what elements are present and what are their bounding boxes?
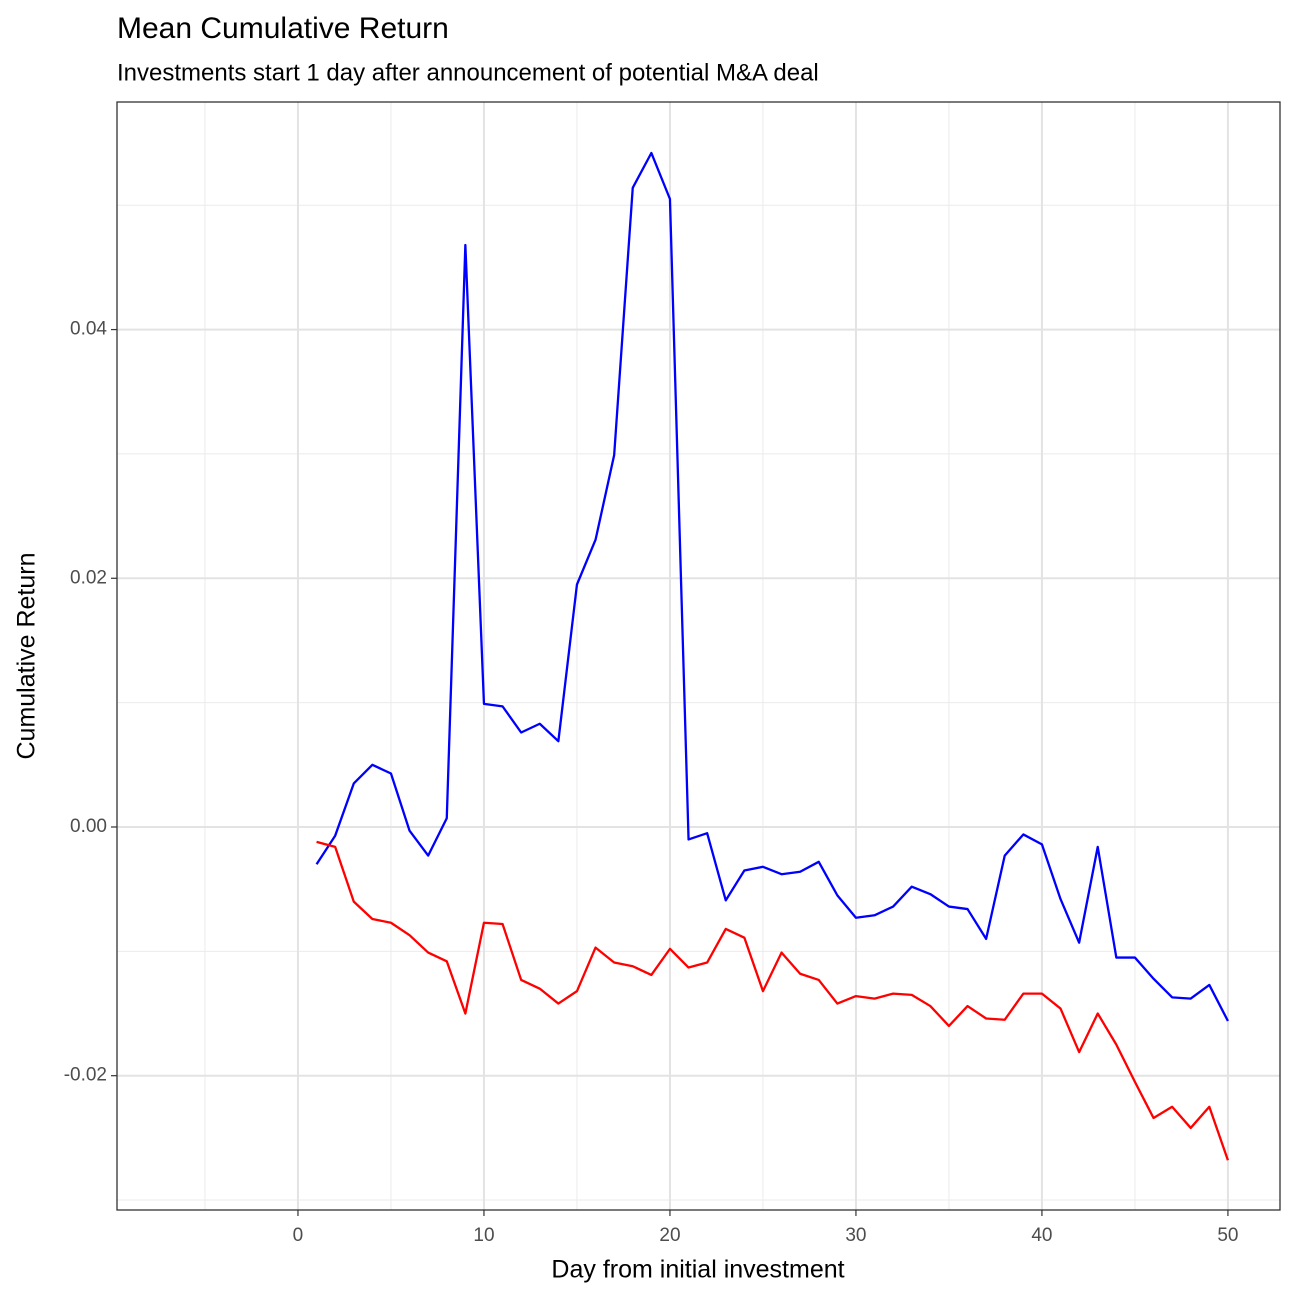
x-tick-label: 50 — [1217, 1225, 1238, 1246]
plot-background — [117, 102, 1280, 1210]
y-tick-label: 0.02 — [70, 567, 107, 588]
plot-border — [116, 101, 1281, 1211]
data-line — [316, 840, 1230, 1161]
y-tick-label: 0.04 — [70, 319, 107, 340]
y-axis-label: Cumulative Return — [13, 552, 41, 759]
x-axis-label: Day from initial investment — [551, 1256, 844, 1284]
chart-title: Mean Cumulative Return — [117, 12, 449, 45]
x-tick-label: 10 — [473, 1225, 494, 1246]
chart-subtitle: Investments start 1 day after announceme… — [117, 59, 819, 86]
x-tick-label: 0 — [293, 1225, 304, 1246]
y-tick-label: 0.00 — [70, 816, 107, 837]
x-tick-label: 30 — [845, 1225, 866, 1246]
x-tick-label: 20 — [659, 1225, 680, 1246]
y-tick-label: -0.02 — [64, 1065, 107, 1086]
x-tick-label: 40 — [1031, 1225, 1052, 1246]
data-line — [315, 151, 1229, 1022]
